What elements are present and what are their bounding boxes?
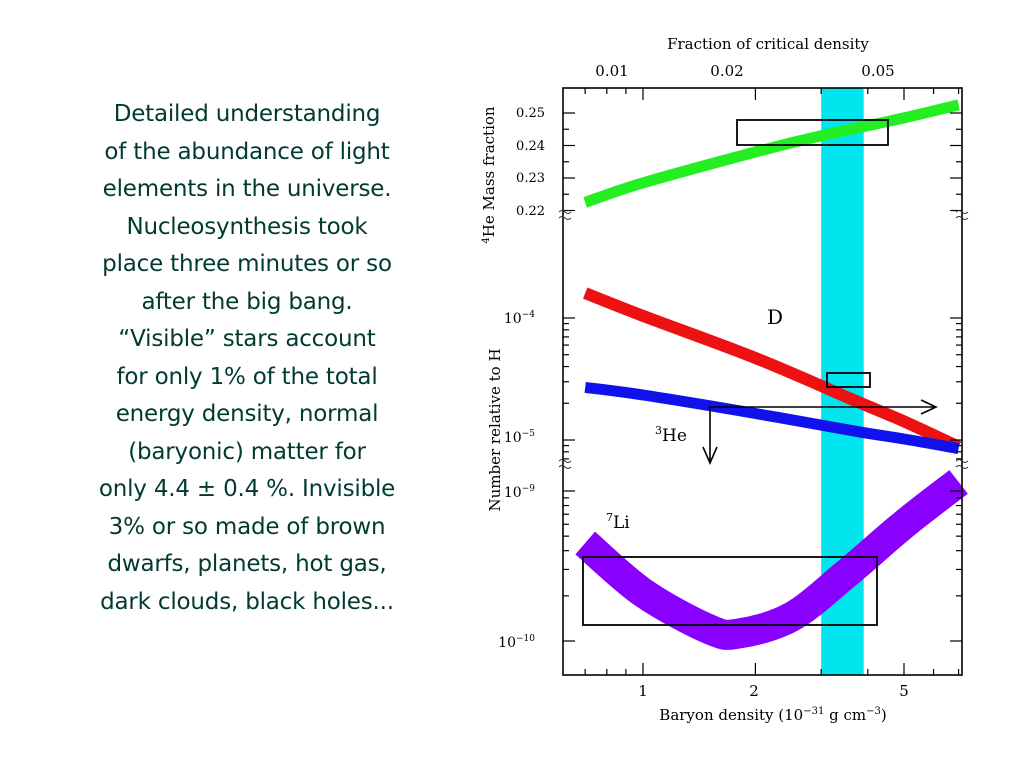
- deuterium-label: D: [767, 305, 783, 329]
- li7-label: 7Li: [606, 511, 630, 533]
- text-line: Detailed understanding: [113, 101, 381, 127]
- li7-observation-box: [582, 556, 878, 626]
- y-tick-label: 10−4: [504, 310, 535, 327]
- top-tick-label: 0.02: [710, 62, 743, 80]
- text-line: Nucleosynthesis took: [126, 213, 368, 240]
- li7-curve: [575, 470, 968, 650]
- text-line: energy density, normal: [115, 401, 379, 427]
- he3-label: 3He: [655, 424, 687, 446]
- y-tick-label: 0.25: [516, 106, 545, 121]
- y-tick-label: 10−9: [504, 484, 535, 501]
- deuterium-observation-box: [826, 372, 871, 388]
- text-line: “Visible” stars account: [118, 326, 376, 352]
- text-line: place three minutes or so: [102, 251, 392, 277]
- y-tick-label: 0.24: [516, 139, 545, 154]
- x-axis-label: Baryon density (10−31 g cm−3): [659, 706, 886, 724]
- he3-curve: [584, 381, 960, 455]
- y-tick-label: 10−5: [504, 429, 535, 446]
- text-line: of the abundance of light: [104, 138, 390, 165]
- text-line: elements in the universe.: [102, 176, 392, 202]
- text-line: for only 1% of the total: [116, 363, 378, 390]
- he4-curve: [583, 99, 960, 208]
- deuterium-curve: [582, 287, 962, 453]
- x-tick-label: 5: [899, 682, 909, 700]
- text-line: after the big bang.: [141, 288, 353, 315]
- y-tick-label: 10−10: [498, 634, 535, 651]
- text-line: dark clouds, black holes...: [100, 588, 394, 615]
- text-line: 3% or so made of brown: [108, 513, 386, 540]
- top-axis-label: Fraction of critical density: [667, 35, 869, 53]
- y-tick-label: 0.22: [516, 204, 545, 219]
- abundance-y-axis-label: Number relative to H: [486, 348, 504, 511]
- x-tick-label: 2: [749, 682, 759, 700]
- x-tick-label: 1: [638, 682, 648, 700]
- top-tick-label: 0.05: [861, 62, 894, 80]
- y-tick-label: 0.23: [516, 171, 545, 186]
- text-line: dwarfs, planets, hot gas,: [107, 551, 387, 577]
- he4-observation-box: [736, 119, 889, 146]
- panel-break-marks: [558, 210, 969, 469]
- text-line: only 4.4 ± 0.4 %. Invisible: [98, 476, 396, 502]
- he3-limit-arrows: [702, 399, 938, 465]
- top-tick-label: 0.01: [595, 62, 628, 80]
- text-line: (baryonic) matter for: [128, 438, 366, 465]
- axis-ticks: [563, 88, 962, 675]
- slide-text: Detailed understanding of the abundance …: [52, 96, 442, 621]
- helium-y-axis-label: 4He Mass fraction: [480, 106, 498, 243]
